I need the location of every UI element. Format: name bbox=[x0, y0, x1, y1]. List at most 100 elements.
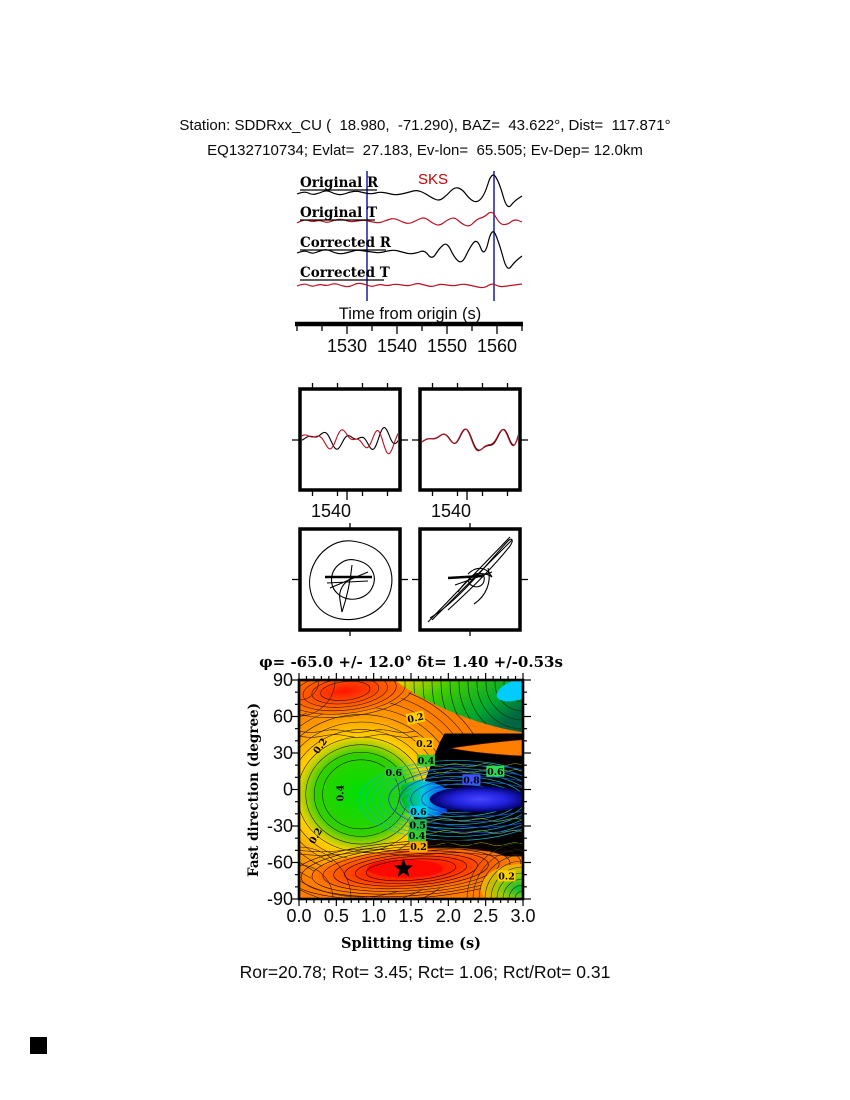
contour-ring bbox=[299, 680, 397, 712]
contour-ring bbox=[320, 681, 371, 701]
map-y-tick-label: -60 bbox=[267, 853, 293, 873]
map-x-tick-labels: 0.0 0.5 1.0 1.5 2.0 2.5 3.0 bbox=[286, 906, 535, 926]
contour-ring bbox=[302, 680, 388, 708]
particle-ticks bbox=[292, 523, 528, 636]
contour-label-0.2: 0.2 bbox=[497, 870, 516, 882]
blue-ridge bbox=[429, 786, 523, 813]
contour-label-text: 0.5 bbox=[409, 820, 426, 831]
particle-motion-right-path bbox=[473, 567, 490, 605]
time-tick-1550: 1550 bbox=[427, 336, 467, 356]
trace-label-original-t: Original T bbox=[300, 205, 377, 221]
corner-marker-block bbox=[30, 1037, 47, 1054]
contour-label-box bbox=[416, 754, 435, 766]
particle-motion-traces bbox=[309, 536, 513, 623]
cyan-corner bbox=[496, 680, 523, 702]
contour-line bbox=[431, 763, 523, 767]
particle-motion-left-path bbox=[326, 571, 369, 589]
contour-label-0.5: 0.5 bbox=[408, 819, 427, 831]
contour-label-text: 0.8 bbox=[463, 775, 480, 786]
contour-label-text: 0.4 bbox=[336, 784, 347, 801]
particle-motion-right-path bbox=[429, 538, 513, 619]
window-marker-lines bbox=[366, 171, 495, 301]
map-x-tick-label: 2.0 bbox=[436, 906, 461, 926]
map-x-axis-title: Splitting time (s) bbox=[341, 935, 481, 952]
comp-right-red-trace bbox=[422, 428, 518, 452]
splitting-result-title: φ= -65.0 +/- 12.0° δt= 1.40 +/-0.53s bbox=[259, 653, 563, 671]
contour-label-0.2: 0.2 bbox=[409, 841, 428, 853]
contour-line bbox=[299, 729, 415, 733]
blue-contour bbox=[388, 765, 523, 834]
trace-label-original-r: Original R bbox=[300, 175, 379, 191]
contour-line bbox=[299, 734, 419, 738]
contour-label-text: 0.6 bbox=[386, 768, 403, 779]
comparison-traces bbox=[302, 427, 518, 455]
seismogram-panel: SKS Original R Original T Corrected R Co… bbox=[295, 171, 523, 356]
splitting-error-surface: φ= -65.0 +/- 12.0° δt= 1.40 +/-0.53s 0.2… bbox=[246, 653, 563, 952]
particle-motion-panels bbox=[292, 523, 528, 636]
contour-label-box bbox=[384, 766, 403, 778]
map-x-tick-label: 2.5 bbox=[473, 906, 498, 926]
contour-label-text: 0.2 bbox=[406, 712, 424, 726]
waveform-comparison-panels: 1540 1540 bbox=[292, 383, 528, 521]
map-axis-ticks bbox=[291, 673, 531, 906]
map-x-tick-label: 1.0 bbox=[361, 906, 386, 926]
comparison-box-left bbox=[298, 387, 402, 492]
contour-label-text: 0.4 bbox=[409, 831, 426, 842]
event-header-line: EQ132710734; Evlat= 27.183, Ev-lon= 65.5… bbox=[207, 142, 643, 159]
contour-label-0.4: 0.4 bbox=[416, 754, 435, 767]
contour-label-0.8: 0.8 bbox=[462, 774, 481, 786]
map-y-tick-label: -90 bbox=[267, 889, 293, 909]
contour-ring bbox=[355, 855, 467, 884]
contour-label-box bbox=[415, 737, 434, 749]
best-fit-star-icon bbox=[394, 858, 413, 877]
contour-ring bbox=[365, 858, 457, 882]
contour-line bbox=[433, 769, 523, 773]
contour-ring bbox=[311, 680, 380, 705]
contour-line bbox=[418, 818, 523, 822]
quality-stats-line: Ror=20.78; Rot= 3.45; Rct= 1.06; Rct/Rot… bbox=[239, 962, 611, 982]
contour-ring bbox=[344, 853, 478, 887]
contour-ring bbox=[300, 842, 522, 898]
trace-label-corrected-t: Corrected T bbox=[300, 265, 390, 281]
trace-label-corrected-r: Corrected R bbox=[300, 235, 392, 251]
seismogram-trace-3 bbox=[296, 282, 523, 289]
seismogram-trace-0 bbox=[296, 174, 523, 208]
particle-motion-right-bold bbox=[447, 574, 483, 580]
error-surface-map: 0.20.20.40.6 0.60.80.60.50.40.20.20.20.40… bbox=[299, 680, 523, 899]
contour-ring bbox=[322, 759, 400, 830]
comp-left-black-trace bbox=[302, 427, 398, 450]
station-header-line: Station: SDDRxx_CU ( 18.980, -71.290), B… bbox=[179, 117, 671, 134]
contour-label-0.2: 0.2 bbox=[405, 710, 426, 726]
map-x-tick-label: 3.0 bbox=[510, 906, 535, 926]
cyan-contour bbox=[365, 764, 523, 837]
map-y-tick-label: 60 bbox=[273, 707, 293, 727]
contour-label-0.6: 0.6 bbox=[486, 765, 505, 778]
comparison-left-tick-label: 1540 bbox=[311, 501, 351, 521]
contour-label-text: 0.6 bbox=[487, 767, 504, 778]
particle-motion-left-path bbox=[331, 559, 375, 600]
comparison-box-right bbox=[418, 387, 522, 492]
particle-motion-right-path bbox=[467, 572, 485, 588]
comparison-right-tick-label: 1540 bbox=[431, 501, 471, 521]
trace-label-underlines bbox=[300, 189, 386, 281]
contour-line bbox=[419, 830, 523, 834]
map-y-tick-label: -30 bbox=[267, 816, 293, 836]
contour-label-box bbox=[462, 774, 481, 786]
time-axis-ticks bbox=[296, 326, 523, 334]
map-x-tick-label: 0.0 bbox=[286, 906, 311, 926]
contour-label-box bbox=[409, 805, 428, 817]
particle-motion-left-path bbox=[309, 540, 393, 621]
green-wedge-top-right bbox=[394, 680, 523, 733]
contour-label-text: 0.2 bbox=[416, 739, 433, 750]
contour-ring bbox=[311, 845, 511, 895]
contour-label-0.2: 0.2 bbox=[415, 737, 434, 750]
contour-label-0.4: 0.4 bbox=[407, 830, 426, 842]
comp-left-red-trace bbox=[302, 429, 398, 455]
contour-label-box bbox=[409, 841, 428, 853]
contour-label-box bbox=[407, 830, 426, 842]
comparison-ticks bbox=[292, 383, 528, 500]
cyan-contour bbox=[386, 776, 523, 825]
time-axis-title: Time from origin (s) bbox=[339, 305, 481, 323]
map-y-tick-label: 30 bbox=[273, 743, 293, 763]
